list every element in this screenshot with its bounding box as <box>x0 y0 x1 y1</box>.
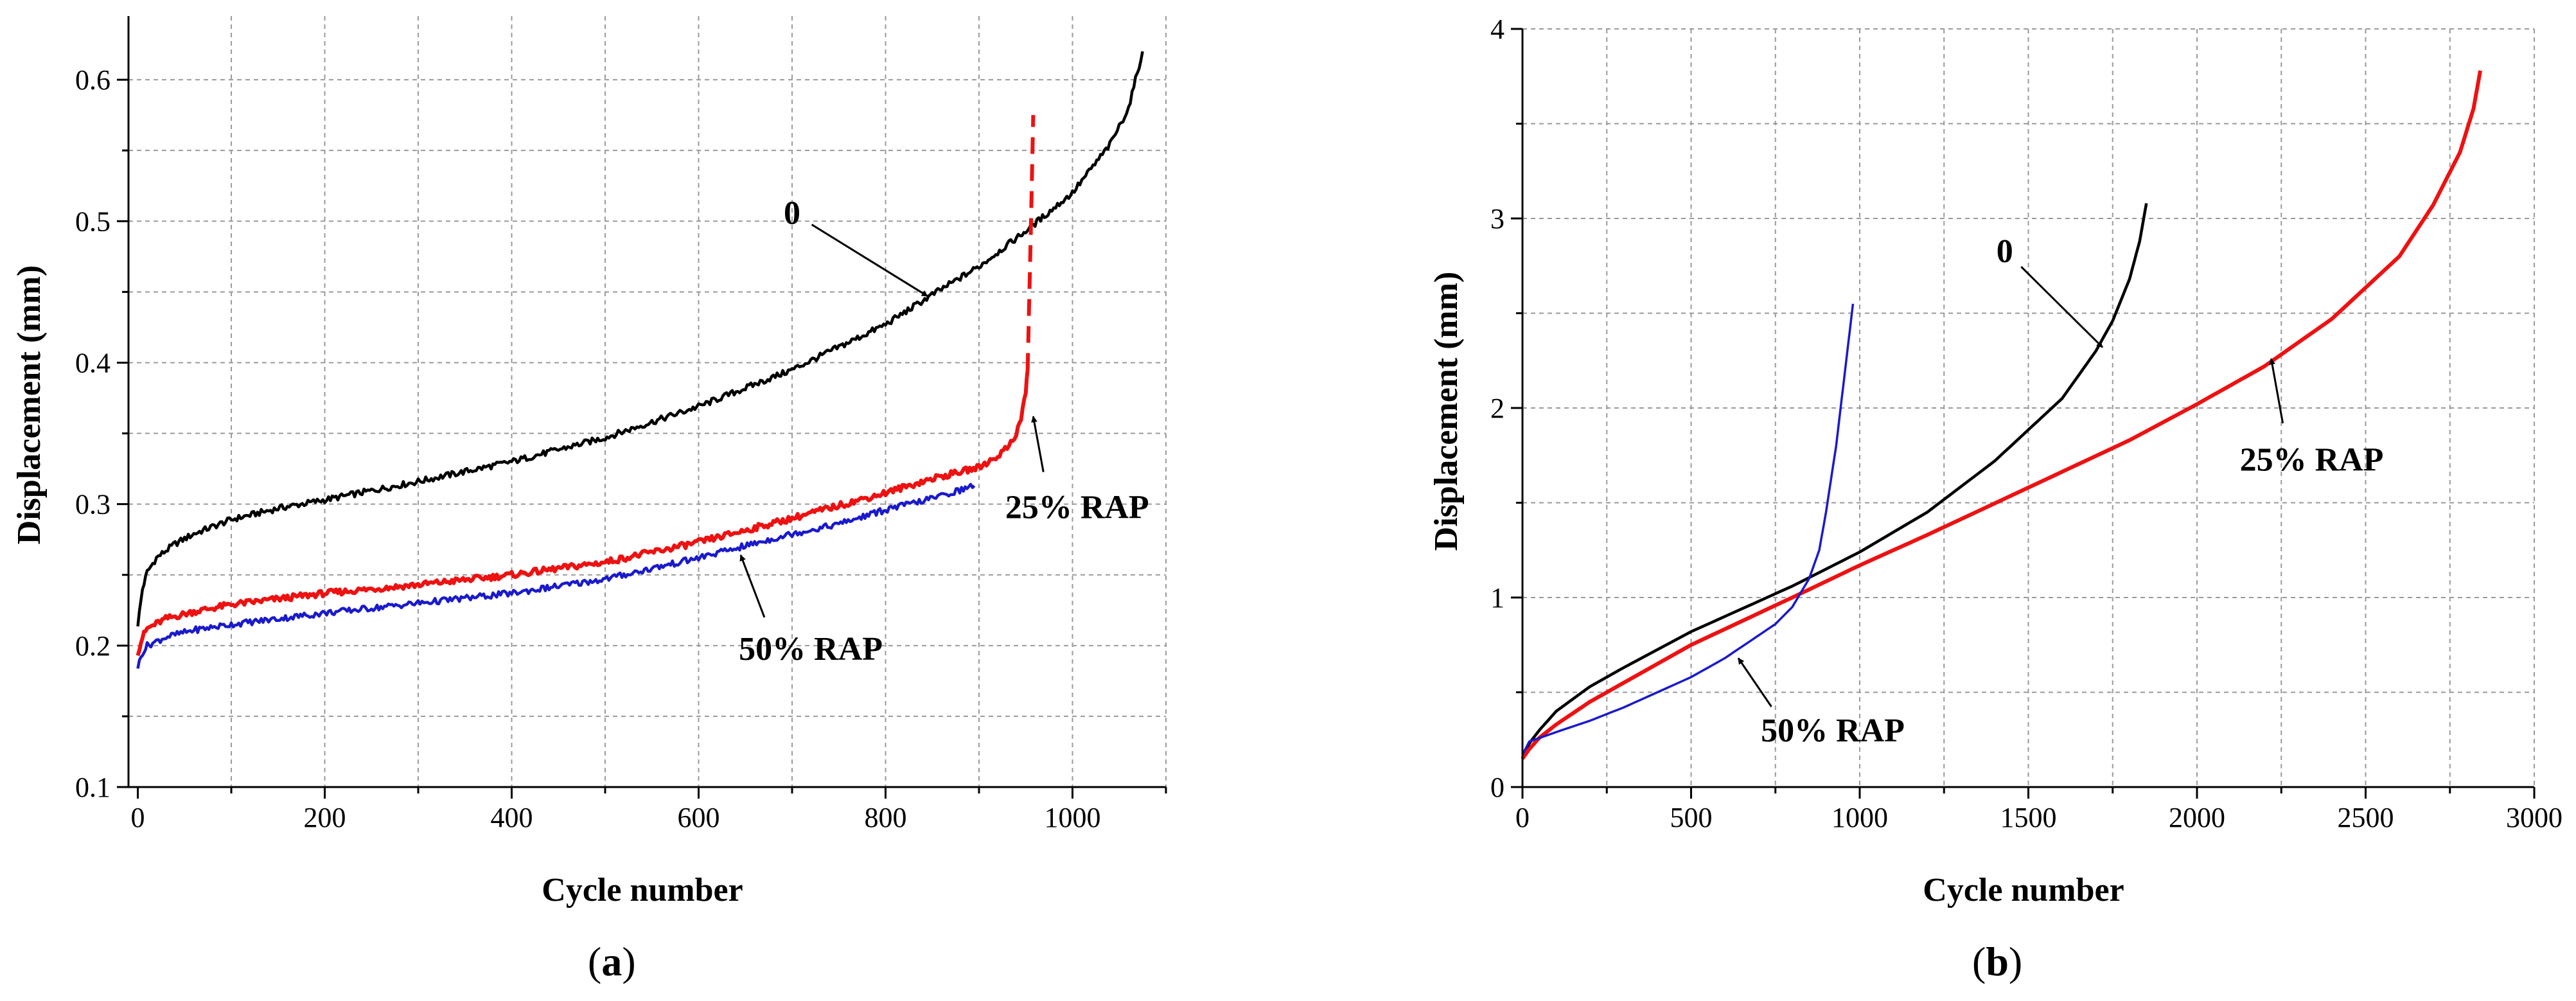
x-tick-label: 1000 <box>1045 802 1101 833</box>
x-tick-label: 0 <box>1515 802 1530 833</box>
panel-letter: a <box>601 939 622 984</box>
panel-letter: b <box>1986 939 2009 984</box>
y-tick-label: 0.5 <box>75 206 110 237</box>
x-tick-label: 0 <box>131 802 145 833</box>
annotation-label: 50% RAP <box>739 631 883 668</box>
series-line-0 <box>136 51 1144 627</box>
y-tick-label: 0.1 <box>75 772 110 803</box>
annotation-arrow <box>1737 657 1772 707</box>
annotation-arrow <box>2020 266 2104 348</box>
y-tick-label: 1 <box>1490 582 1504 614</box>
panel-label-a: (a) <box>588 939 636 984</box>
x-axis-title: Cycle number <box>542 872 743 908</box>
y-tick-label: 0.4 <box>75 347 110 378</box>
x-axis-title: Cycle number <box>1923 872 2124 908</box>
y-tick-label: 0 <box>1490 772 1504 803</box>
annotation-label: 50% RAP <box>1761 713 1905 749</box>
annotation-arrow <box>739 554 766 618</box>
annotation-arrow <box>2269 358 2284 423</box>
annotation-arrow <box>811 224 928 297</box>
series-line-0 <box>1521 202 2148 759</box>
x-tick-label: 600 <box>678 802 720 833</box>
x-tick-label: 2500 <box>2338 802 2394 833</box>
x-tick-label: 800 <box>865 802 907 833</box>
series-line-25-rap <box>1521 70 2482 760</box>
y-tick-label: 2 <box>1490 393 1504 424</box>
series-line-25-rap-failure <box>1025 115 1036 370</box>
annotation-arrow <box>1031 416 1045 472</box>
x-tick-label: 3000 <box>2506 802 2563 833</box>
x-tick-label: 400 <box>491 802 533 833</box>
x-tick-label: 2000 <box>2169 802 2225 833</box>
y-tick-label: 4 <box>1490 13 1504 45</box>
annotation-label: 25% RAP <box>1005 490 1149 526</box>
annotation-label: 0 <box>1997 233 2013 270</box>
annotation-label: 0 <box>784 195 800 232</box>
chart-panel-b: 0 500 1000 1500 2000 2500 3000 0 1 2 3 4 0 25% RAP 50… <box>1428 13 2563 984</box>
y-tick-label: 0.6 <box>75 64 110 96</box>
x-tick-label: 1500 <box>2000 802 2057 833</box>
series-line-25-rap <box>136 369 1030 657</box>
y-tick-label: 3 <box>1490 203 1504 235</box>
x-tick-label: 1000 <box>1831 802 1888 833</box>
panel-label-b: (b) <box>1972 939 2022 984</box>
y-axis-title: Displacement (mm) <box>1428 272 1465 551</box>
x-tick-label: 500 <box>1670 802 1713 833</box>
x-tick-label: 200 <box>304 802 346 833</box>
annotation-label: 25% RAP <box>2240 441 2384 478</box>
series-line-50-rap <box>136 483 976 669</box>
chart-panel-a: 0 200 400 600 800 1000 0.1 0.2 0.3 0.4 0.5 0.6 0 25%… <box>11 16 1167 984</box>
series-line-50-rap <box>1521 303 1855 756</box>
y-tick-label: 0.3 <box>75 489 110 520</box>
y-tick-label: 0.2 <box>75 630 110 662</box>
y-axis-title: Displacement (mm) <box>11 265 48 545</box>
